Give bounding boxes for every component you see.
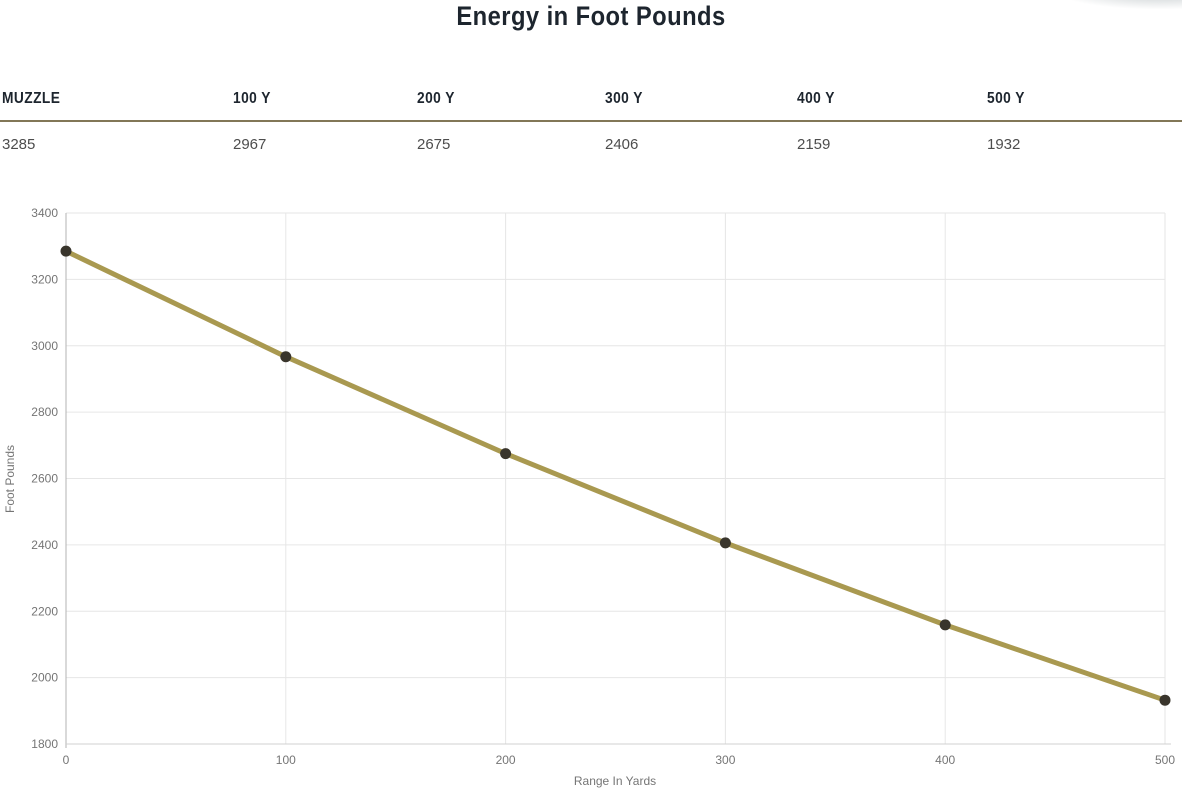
- page-title-text: Energy in Foot Pounds: [456, 1, 726, 31]
- y-tick-label: 2800: [31, 405, 58, 419]
- x-tick-label: 400: [935, 753, 955, 767]
- data-point-marker: [280, 351, 292, 363]
- table-header-cell: 200 Y: [415, 88, 603, 120]
- x-tick-label: 0: [63, 753, 70, 767]
- table-value-cell: 3285: [2, 136, 36, 153]
- page-title: Energy in Foot Pounds: [0, 1, 1182, 32]
- energy-table-value-row: 3285 2967 2675 2406 2159 1932: [0, 122, 1182, 159]
- energy-table: MUZZLE 100 Y 200 Y 300 Y 400 Y 500 Y 3285 2967…: [0, 88, 1182, 159]
- energy-series-line: [63, 248, 1168, 703]
- table-header-cell-text: 200 Y: [417, 90, 455, 107]
- table-header-cell: 500 Y: [985, 88, 1182, 120]
- data-point-marker: [60, 245, 72, 257]
- energy-table-header-row: MUZZLE 100 Y 200 Y 300 Y 400 Y 500 Y: [0, 88, 1182, 120]
- x-axis-title: Range In Yards: [574, 774, 656, 788]
- table-header-cell-text: MUZZLE: [2, 90, 61, 107]
- data-point-marker: [719, 537, 731, 549]
- y-tick-label: 3200: [31, 272, 58, 286]
- table-header-cell: 400 Y: [795, 88, 985, 120]
- table-header-cell: 100 Y: [231, 88, 415, 120]
- data-point-marker: [939, 619, 951, 631]
- table-header-cell: 300 Y: [603, 88, 795, 120]
- table-divider: [0, 120, 1182, 122]
- table-value-cell: 2967: [233, 136, 267, 153]
- y-tick-label: 1800: [31, 737, 58, 751]
- chart-canvas: 1800 2000 2200 2400 2600 2800 3000 3200 3400 0 100…: [3, 206, 1175, 788]
- x-tick-label: 300: [715, 753, 735, 767]
- table-header-cell-text: 300 Y: [605, 90, 643, 107]
- table-header-cell-text: 500 Y: [987, 90, 1025, 107]
- table-value-cell: 2159: [797, 136, 831, 153]
- y-tick-label: 2200: [31, 604, 58, 618]
- y-tick-label: 2600: [31, 472, 58, 486]
- x-tick-label: 200: [496, 753, 516, 767]
- data-point-marker: [1159, 694, 1171, 706]
- data-point-marker: [500, 448, 512, 460]
- table-header-cell: MUZZLE: [0, 88, 231, 120]
- y-tick-label: 2000: [31, 671, 58, 685]
- table-value-cell: 1932: [987, 136, 1021, 153]
- table-value-cell: 2406: [605, 136, 639, 153]
- x-tick-label: 100: [276, 753, 296, 767]
- y-axis-title: Foot Pounds: [3, 445, 17, 513]
- y-tick-label: 2400: [31, 538, 58, 552]
- y-tick-label: 3000: [31, 339, 58, 353]
- y-tick-label: 3400: [31, 206, 58, 220]
- energy-line-chart: 1800 2000 2200 2400 2600 2800 3000 3200 3400 0 100…: [0, 192, 1182, 792]
- table-header-cell-text: 400 Y: [797, 90, 835, 107]
- table-value-cell: 2675: [417, 136, 451, 153]
- table-header-cell-text: 100 Y: [233, 90, 271, 107]
- x-tick-label: 500: [1155, 753, 1175, 767]
